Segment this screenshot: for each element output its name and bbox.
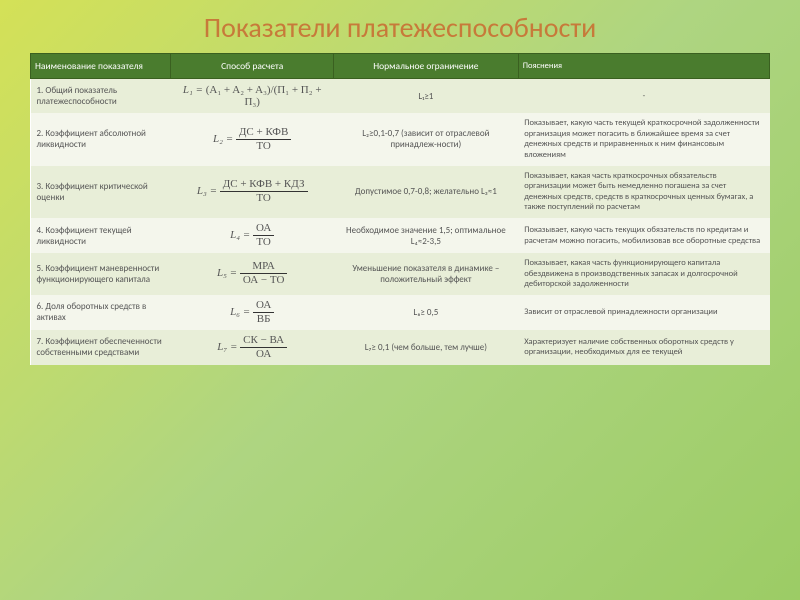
constraint: L₂≥0,1-0,7 (зависит от отраслевой принад… [333, 113, 518, 166]
indicator-name: 6. Доля оборотных средств в активах [31, 295, 171, 330]
explanation: Показывает, какая часть функционирующего… [518, 253, 769, 295]
explanation: Показывает, какую часть текущей краткоср… [518, 113, 769, 166]
slide: Показатели платежеспособности Наименован… [0, 0, 800, 600]
col-header-explanation: Пояснения [518, 54, 769, 79]
constraint: Допустимое 0,7-0,8; желательно L₃≈1 [333, 166, 518, 219]
constraint: Уменьшение показателя в динамике – полож… [333, 253, 518, 295]
formula-cell: L₄ = ОАТО [171, 218, 334, 253]
table-header-row: Наименование показателя Способ расчета Н… [31, 54, 770, 79]
table-row: 5. Коэффициент маневренности функциониру… [31, 253, 770, 295]
table-row: 1. Общий показатель платежеспособности L… [31, 79, 770, 114]
formula: L₃ = ДС + КФВ + КДЗТО [197, 179, 308, 204]
formula-cell: L₃ = ДС + КФВ + КДЗТО [171, 166, 334, 219]
constraint: L₁≥1 [333, 79, 518, 114]
col-header-formula: Способ расчета [171, 54, 334, 79]
indicator-name: 3. Коэффициент критической оценки [31, 166, 171, 219]
table-row: 4. Коэффициент текущей ликвидности L₄ = … [31, 218, 770, 253]
formula-cell: L₇ = СК − ВАОА [171, 330, 334, 365]
table-row: 7. Коэффициент обеспеченности собственны… [31, 330, 770, 365]
explanation: Зависит от отраслевой принадлежности орг… [518, 295, 769, 330]
table-row: 2. Коэффициент абсолютной ликвидности L₂… [31, 113, 770, 166]
solvency-table: Наименование показателя Способ расчета Н… [30, 53, 770, 365]
formula-cell: L₁ = (A₁ + A₂ + A₃)/(П₁ + П₂ + П₃) [171, 79, 334, 114]
explanation: - [518, 79, 769, 114]
col-header-constraint: Нормальное ограничение [333, 54, 518, 79]
indicator-name: 1. Общий показатель платежеспособности [31, 79, 171, 114]
indicator-name: 7. Коэффициент обеспеченности собственны… [31, 330, 171, 365]
explanation: Показывает, какая часть краткосрочных об… [518, 166, 769, 219]
table-row: 3. Коэффициент критической оценки L₃ = Д… [31, 166, 770, 219]
constraint: Необходимое значение 1,5; оптимальное L₄… [333, 218, 518, 253]
indicator-name: 2. Коэффициент абсолютной ликвидности [31, 113, 171, 166]
indicator-name: 4. Коэффициент текущей ликвидности [31, 218, 171, 253]
formula: L₇ = СК − ВАОА [217, 335, 287, 360]
explanation: Характеризует наличие собственных оборот… [518, 330, 769, 365]
formula: L₁ = (A₁ + A₂ + A₃)/(П₁ + П₂ + П₃) [177, 84, 328, 108]
formula: L₄ = ОАТО [230, 223, 274, 248]
explanation: Показывает, какую часть текущих обязател… [518, 218, 769, 253]
constraint: L₆≥ 0,5 [333, 295, 518, 330]
indicator-name: 5. Коэффициент маневренности функциониру… [31, 253, 171, 295]
col-header-name: Наименование показателя [31, 54, 171, 79]
formula: L₂ = ДС + КФВТО [213, 127, 291, 152]
table-row: 6. Доля оборотных средств в активах L₆ =… [31, 295, 770, 330]
constraint: L₇≥ 0,1 (чем больше, тем лучше) [333, 330, 518, 365]
slide-title: Показатели платежеспособности [30, 10, 770, 45]
formula: L₅ = МРАОА − ТО [217, 261, 287, 286]
formula-cell: L₂ = ДС + КФВТО [171, 113, 334, 166]
formula-cell: L₆ = ОАВБ [171, 295, 334, 330]
formula: L₆ = ОАВБ [230, 300, 274, 325]
formula-cell: L₅ = МРАОА − ТО [171, 253, 334, 295]
